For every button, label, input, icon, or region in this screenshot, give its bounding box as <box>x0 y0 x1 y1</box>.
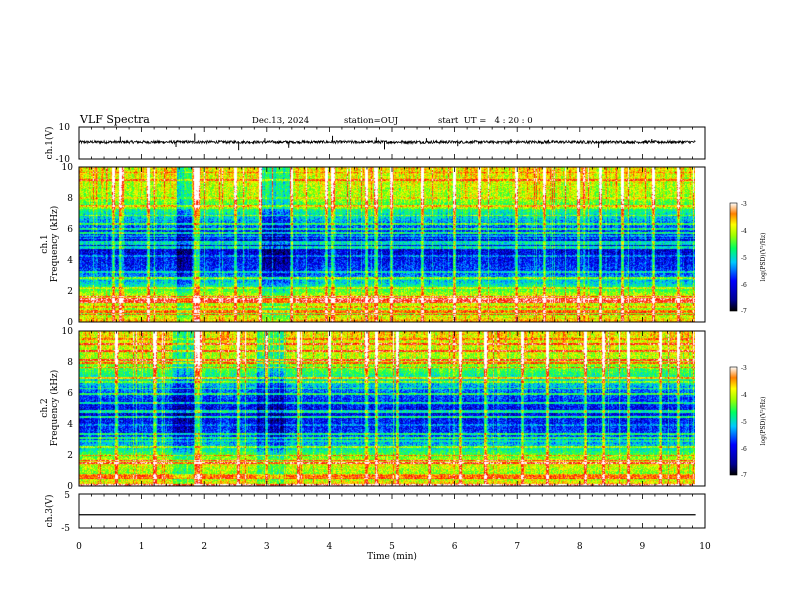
ch2-cb-tick-m6: -6 <box>741 446 747 453</box>
ch1-freq-ticks: 0 2 4 6 8 10 <box>62 163 74 328</box>
ch2-freq-axis-label: Frequency (kHz) <box>49 370 60 447</box>
ch1-xticks <box>78 127 706 159</box>
ch1-cb-tick-m7: -7 <box>741 308 747 315</box>
time-axis-label: Time (min) <box>367 551 417 562</box>
station-label: station=OUJ <box>344 116 399 126</box>
ch1-noise-trace <box>78 139 696 146</box>
ch1-colorbar: -3 -4 -5 -6 -7 log(PSD)(V²/Hz) <box>729 201 767 315</box>
xtick-3: 3 <box>264 542 270 552</box>
xtick-4: 4 <box>327 542 333 552</box>
ch1-spectrogram-panel: 0 2 4 6 8 10 ch.1 Frequency (kHz) -3 -4 … <box>40 163 767 328</box>
ch2-ytick-10: 10 <box>62 327 74 337</box>
ch1-ytick-bottom: -10 <box>56 155 71 165</box>
ch1-ytick-6: 6 <box>67 225 73 235</box>
ch1-spec-label: ch.1 <box>40 234 50 253</box>
ch1-ytick-0: 0 <box>67 318 73 328</box>
xtick-1: 1 <box>139 542 145 552</box>
ch2-ytick-4: 4 <box>67 420 73 430</box>
ch2-ytick-0: 0 <box>67 482 73 492</box>
ch2-ytick-2: 2 <box>67 451 73 461</box>
ch1-ytick-10: 10 <box>62 163 74 173</box>
start-time-label: start UT = 4 : 20 : 0 <box>438 116 533 126</box>
ch2-ytick-8: 8 <box>67 358 73 368</box>
ch3-ytick-bottom: -5 <box>61 524 70 534</box>
ch2-colorbar-scale <box>729 366 738 476</box>
xtick-5: 5 <box>389 542 395 552</box>
xtick-9: 9 <box>640 542 646 552</box>
ch1-freq-axis-label: Frequency (kHz) <box>49 206 60 283</box>
ch2-colorbar-label: log(PSD)(V²/Hz) <box>760 397 767 446</box>
ch2-cb-tick-m7: -7 <box>741 472 747 479</box>
ch1-spec-xticks <box>78 167 706 322</box>
ch2-cb-tick-m4: -4 <box>741 392 747 399</box>
ch2-spec-xticks <box>78 331 706 486</box>
ch1-ytick-2: 2 <box>67 287 73 297</box>
ch1-waveform-trace <box>78 133 696 151</box>
ch1-waveform-panel: 10 -10 ch.1(V) <box>44 123 706 165</box>
ch1-cb-tick-m3: -3 <box>741 201 747 208</box>
ch1-cb-tick-m6: -6 <box>741 282 747 289</box>
date-label: Dec.13, 2024 <box>252 116 309 126</box>
ch2-spectrogram-image <box>79 331 695 486</box>
ch2-colorbar: -3 -4 -5 -6 -7 log(PSD)(V²/Hz) <box>729 365 767 479</box>
ch3-ylabel: ch.3(V) <box>44 495 55 528</box>
xtick-6: 6 <box>452 542 458 552</box>
ch2-freq-ticks: 0 2 4 6 8 10 <box>62 327 74 492</box>
ch1-cb-tick-m4: -4 <box>741 228 747 235</box>
ch1-spectrogram-image <box>79 167 695 322</box>
ch1-colorbar-scale <box>729 202 738 312</box>
ch1-cb-tick-m5: -5 <box>741 255 747 262</box>
time-axis-tick-labels: 0 1 2 3 4 5 6 7 8 9 10 <box>76 542 711 552</box>
ch2-spectrogram-panel: 0 2 4 6 8 10 ch.2 Frequency (kHz) -3 -4 … <box>40 327 767 492</box>
ch1-ytick-8: 8 <box>67 194 73 204</box>
ch3-frame <box>78 493 706 529</box>
ch3-waveform-panel: 5 -5 ch.3(V) <box>44 491 706 534</box>
ch2-cb-tick-m5: -5 <box>741 419 747 426</box>
xtick-2: 2 <box>201 542 207 552</box>
ch3-xticks <box>78 494 706 528</box>
ch2-spec-label: ch.2 <box>40 398 50 417</box>
figure-title: VLF Spectra <box>79 113 150 126</box>
ch2-cb-tick-m3: -3 <box>741 365 747 372</box>
ch1-ytick-4: 4 <box>67 256 73 266</box>
ch3-ytick-top: 5 <box>64 491 70 501</box>
xtick-10: 10 <box>699 542 711 552</box>
ch1-ytick-top: 10 <box>59 123 71 133</box>
ch1-ylabel: ch.1(V) <box>44 127 55 160</box>
xtick-8: 8 <box>577 542 583 552</box>
xtick-7: 7 <box>514 542 520 552</box>
ch2-ytick-6: 6 <box>67 389 73 399</box>
xtick-0: 0 <box>76 542 82 552</box>
ch1-colorbar-label: log(PSD)(V²/Hz) <box>760 233 767 282</box>
